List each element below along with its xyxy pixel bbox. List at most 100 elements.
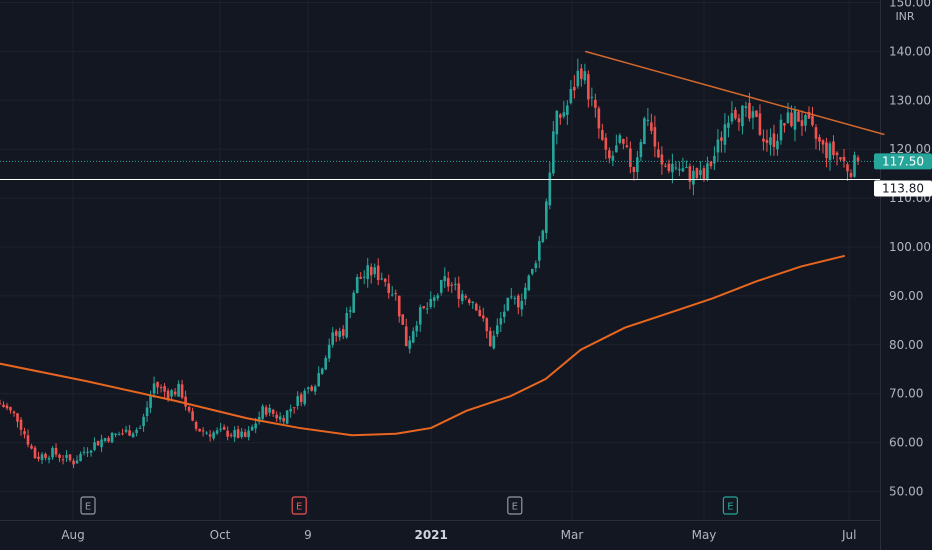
candle-body <box>394 293 398 295</box>
candle-body <box>793 109 797 130</box>
candle-body <box>741 105 744 127</box>
currency-label: INR <box>895 10 914 23</box>
candle-body <box>310 386 313 391</box>
candle-body <box>580 68 583 80</box>
candle-body <box>685 167 688 169</box>
candle-body <box>478 309 482 317</box>
candle-body <box>376 265 380 281</box>
earnings-marker[interactable]: E <box>507 496 523 515</box>
candle-body <box>114 433 117 435</box>
candle-body <box>121 433 124 435</box>
candle-body <box>261 406 264 419</box>
candle-body <box>713 155 716 164</box>
candle-body <box>450 284 454 286</box>
candle-body <box>26 435 30 445</box>
candle-body <box>422 306 426 309</box>
candle-body <box>68 454 72 461</box>
earnings-marker[interactable]: E <box>722 496 739 515</box>
candle-body <box>58 454 61 458</box>
candle-body <box>138 427 142 429</box>
candle-body <box>177 383 180 397</box>
candle-body <box>37 456 40 459</box>
resistance-trendline[interactable] <box>584 50 885 136</box>
candle-body <box>849 173 853 177</box>
candle-body <box>632 167 636 172</box>
candle-body <box>12 411 16 414</box>
candle-body <box>75 460 79 464</box>
candle-body <box>688 166 692 182</box>
candle-body <box>453 284 457 286</box>
candle-body <box>481 315 485 319</box>
candle-body <box>338 331 341 338</box>
candle-body <box>303 390 306 405</box>
y-tick-label: 130.00 <box>889 93 931 107</box>
earnings-marker[interactable]: E <box>80 496 96 515</box>
candle-body <box>173 391 177 395</box>
candle-body <box>552 131 555 174</box>
candle-body <box>124 429 128 432</box>
candle-body <box>191 411 194 421</box>
candle-body <box>299 394 303 403</box>
candle-body <box>464 296 468 298</box>
candle-body <box>611 155 615 161</box>
candle-body <box>783 123 786 126</box>
current-price-tag: 117.50 <box>874 153 932 170</box>
candle-body <box>765 140 769 143</box>
support-level-tag: 113.80 <box>874 180 932 197</box>
candle-body <box>856 157 860 162</box>
candle-body <box>418 307 422 325</box>
candle-body <box>215 430 219 434</box>
candle-body <box>30 445 33 449</box>
candle-body <box>33 447 37 459</box>
x-tick-label: 9 <box>304 528 312 542</box>
candle-body <box>807 111 811 119</box>
x-tick-label: Aug <box>61 528 84 542</box>
candle-body <box>348 310 352 312</box>
candle-body <box>573 86 576 91</box>
candle-body <box>278 416 282 420</box>
candle-body <box>341 329 345 336</box>
support-level-tag-bg <box>874 180 932 197</box>
candle-body <box>2 404 5 408</box>
candle-body <box>681 168 685 172</box>
candle-body <box>748 102 751 119</box>
moving-average-line <box>0 254 846 437</box>
candle-body <box>236 429 240 438</box>
candle-body <box>219 428 222 430</box>
candle-body <box>432 297 436 301</box>
candle-body <box>667 163 671 172</box>
candle-body <box>187 406 191 411</box>
y-tick-label: 150.00 <box>889 0 931 10</box>
candle-body <box>608 150 611 159</box>
candle-body <box>709 161 713 167</box>
x-tick-label: 2021 <box>414 528 447 542</box>
candle-body <box>674 167 678 169</box>
candle-body <box>369 266 373 276</box>
y-tick-label: 90.00 <box>889 289 923 303</box>
candlestick-series[interactable] <box>0 58 860 469</box>
earnings-marker[interactable]: E <box>291 496 307 515</box>
candle-body <box>695 168 699 178</box>
candle-body <box>495 325 499 335</box>
candle-body <box>222 426 226 430</box>
candle-body <box>492 335 496 349</box>
candle-body <box>324 357 327 370</box>
candle-body <box>576 70 580 87</box>
candle-body <box>131 433 135 438</box>
candle-body <box>194 422 198 429</box>
candle-body <box>758 113 762 135</box>
candle-body <box>804 115 807 126</box>
candle-body <box>208 434 212 437</box>
candle-body <box>779 119 783 141</box>
candle-body <box>296 396 299 406</box>
candle-body <box>653 127 657 147</box>
candle-body <box>362 276 366 278</box>
x-axis-tick-labels: Aug Oct 9 2021 Mar May Jul <box>61 528 856 542</box>
candle-body <box>818 137 821 142</box>
candle-body <box>5 405 9 409</box>
candle-body <box>755 110 758 117</box>
candle-body <box>657 149 660 158</box>
candle-body <box>569 88 573 104</box>
